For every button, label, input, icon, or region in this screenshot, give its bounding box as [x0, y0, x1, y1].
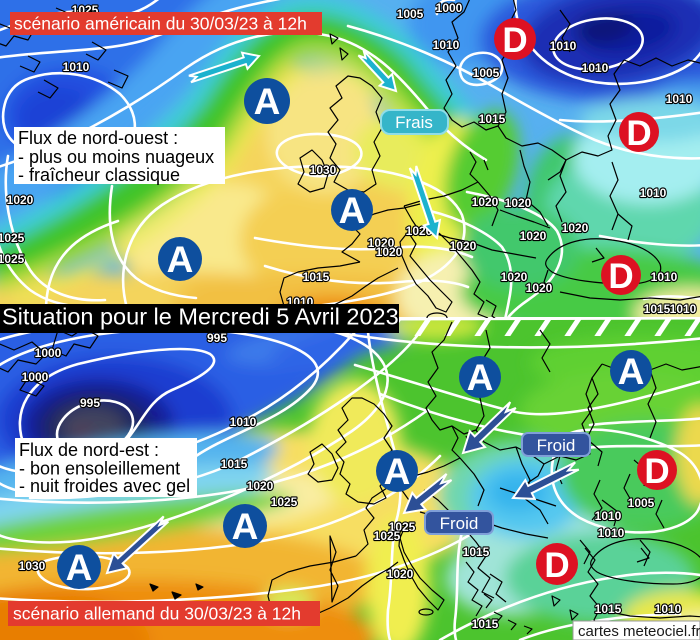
- svg-text:A: A: [254, 81, 281, 122]
- svg-text:- nuit froides avec gel: - nuit froides avec gel: [19, 476, 190, 496]
- svg-text:A: A: [339, 190, 366, 231]
- svg-text:D: D: [502, 21, 527, 60]
- svg-text:1020: 1020: [387, 567, 414, 581]
- svg-text:1025: 1025: [0, 231, 25, 245]
- svg-text:1015: 1015: [595, 602, 622, 616]
- svg-text:1025: 1025: [271, 495, 298, 509]
- svg-text:D: D: [644, 452, 669, 491]
- svg-text:A: A: [618, 351, 645, 392]
- svg-text:1025: 1025: [0, 252, 25, 266]
- svg-text:- plus ou moins nuageux: - plus ou moins nuageux: [18, 147, 214, 167]
- svg-text:1015: 1015: [303, 270, 330, 284]
- svg-text:Flux de nord-ouest :: Flux de nord-ouest :: [18, 128, 178, 148]
- svg-text:1020: 1020: [376, 245, 403, 259]
- svg-text:1010: 1010: [433, 38, 460, 52]
- svg-text:A: A: [167, 239, 194, 280]
- svg-text:1010: 1010: [666, 92, 693, 106]
- svg-text:1010: 1010: [670, 302, 697, 316]
- svg-text:1025: 1025: [374, 529, 401, 543]
- svg-text:scénario allemand du 30/03/23: scénario allemand du 30/03/23 à 12h: [13, 604, 301, 624]
- svg-text:1030: 1030: [310, 163, 337, 177]
- svg-text:1025: 1025: [389, 520, 416, 534]
- svg-text:995: 995: [80, 396, 100, 410]
- svg-text:1015: 1015: [221, 457, 248, 471]
- svg-text:1020: 1020: [562, 221, 589, 235]
- svg-text:A: A: [232, 506, 259, 547]
- svg-text:1020: 1020: [501, 270, 528, 284]
- svg-text:1020: 1020: [450, 239, 477, 253]
- svg-text:1000: 1000: [22, 370, 49, 384]
- svg-text:1015: 1015: [644, 302, 671, 316]
- svg-text:1005: 1005: [628, 496, 655, 510]
- svg-text:Situation pour le Mercredi 5 A: Situation pour le Mercredi 5 Avril 2023: [2, 304, 399, 330]
- svg-text:1010: 1010: [598, 526, 625, 540]
- svg-text:1010: 1010: [582, 61, 609, 75]
- svg-text:D: D: [626, 114, 651, 153]
- svg-text:1000: 1000: [436, 1, 463, 15]
- svg-text:1005: 1005: [397, 7, 424, 21]
- svg-text:1015: 1015: [472, 617, 499, 631]
- svg-text:1010: 1010: [651, 270, 678, 284]
- svg-text:cartes meteociel.fr: cartes meteociel.fr: [578, 623, 700, 640]
- svg-text:D: D: [608, 257, 633, 296]
- svg-text:1010: 1010: [550, 39, 577, 53]
- svg-text:1010: 1010: [655, 602, 682, 616]
- svg-text:Froid: Froid: [537, 436, 576, 455]
- svg-text:1020: 1020: [520, 229, 547, 243]
- svg-text:A: A: [384, 451, 411, 492]
- svg-text:1010: 1010: [595, 509, 622, 523]
- svg-text:Frais: Frais: [395, 113, 433, 132]
- svg-text:1020: 1020: [526, 281, 553, 295]
- svg-text:- bon ensoleillement: - bon ensoleillement: [19, 459, 180, 479]
- svg-text:1020: 1020: [7, 193, 34, 207]
- svg-text:1010: 1010: [640, 186, 667, 200]
- svg-text:1000: 1000: [35, 346, 62, 360]
- svg-text:1015: 1015: [479, 112, 506, 126]
- svg-text:1020: 1020: [368, 236, 395, 250]
- svg-text:scénario américain du 30/03/23: scénario américain du 30/03/23 à 12h: [14, 14, 307, 34]
- svg-text:995: 995: [207, 331, 227, 345]
- svg-text:1005: 1005: [473, 66, 500, 80]
- svg-text:Flux de nord-est :: Flux de nord-est :: [19, 440, 159, 460]
- svg-text:1030: 1030: [19, 559, 46, 573]
- svg-text:1010: 1010: [230, 415, 257, 429]
- svg-text:D: D: [544, 546, 569, 585]
- svg-text:1020: 1020: [247, 479, 274, 493]
- svg-text:1020: 1020: [505, 196, 532, 210]
- svg-text:1020: 1020: [472, 195, 499, 209]
- svg-text:- fraîcheur classique: - fraîcheur classique: [18, 165, 180, 185]
- svg-text:Froid: Froid: [440, 514, 479, 533]
- svg-text:1015: 1015: [463, 545, 490, 559]
- svg-text:1010: 1010: [63, 60, 90, 74]
- svg-text:A: A: [467, 357, 494, 398]
- svg-text:A: A: [66, 547, 93, 588]
